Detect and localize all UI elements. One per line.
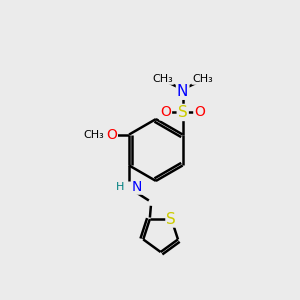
Text: N: N (177, 84, 188, 99)
Text: S: S (167, 212, 176, 226)
Text: CH₃: CH₃ (152, 74, 173, 84)
Text: CH₃: CH₃ (83, 130, 104, 140)
Text: O: O (194, 106, 205, 119)
Text: O: O (160, 106, 171, 119)
Text: H: H (116, 182, 125, 192)
Text: N: N (132, 180, 142, 194)
Text: O: O (106, 128, 117, 142)
Text: CH₃: CH₃ (192, 74, 213, 84)
Text: S: S (178, 105, 188, 120)
